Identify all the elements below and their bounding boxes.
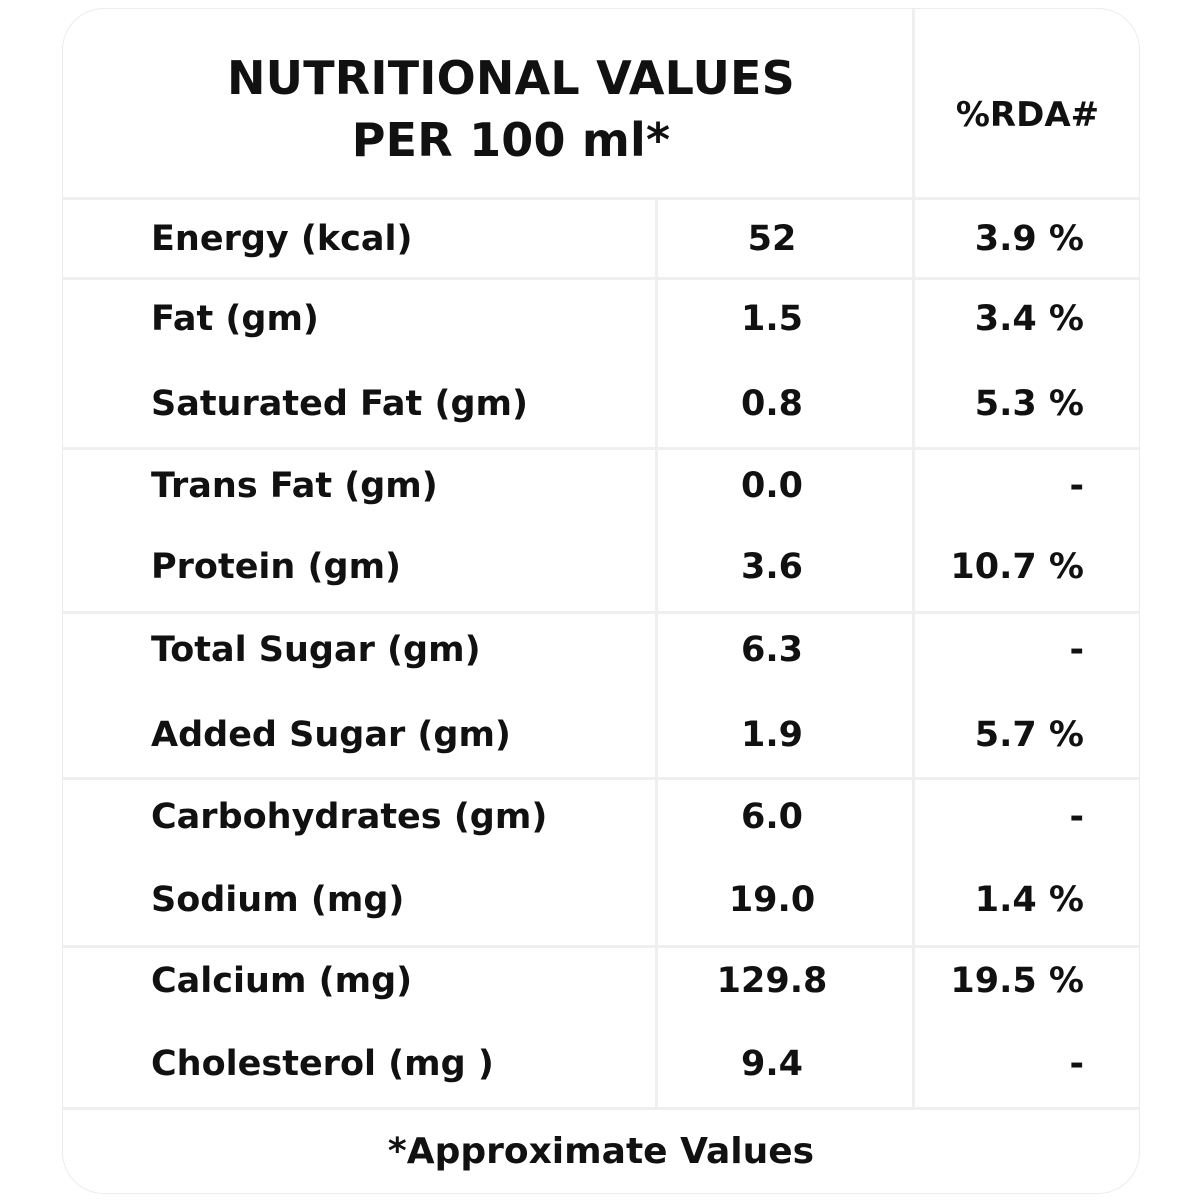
column-divider — [655, 197, 658, 1107]
row-divider — [63, 447, 1139, 450]
nutrient-name: Sodium (mg) — [151, 880, 405, 920]
nutrient-rda: 1.4 % — [974, 880, 1084, 920]
nutrient-rda: 10.7 % — [950, 547, 1084, 587]
nutrient-value: 9.4 — [740, 1044, 803, 1084]
nutrient-name: Protein (gm) — [151, 547, 402, 587]
nutrient-rda: - — [1069, 630, 1084, 670]
table-row: Carbohydrates (gm) 6.0 - — [63, 792, 1139, 842]
nutrient-name: Cholesterol (mg ) — [151, 1044, 494, 1084]
title-line-1: NUTRITIONAL VALUES — [226, 51, 796, 105]
header-divider — [63, 197, 1139, 200]
table-row: Saturated Fat (gm) 0.8 5.3 % — [63, 379, 1139, 429]
nutrient-value: 129.8 — [716, 961, 828, 1001]
nutrient-name: Fat (gm) — [151, 299, 319, 339]
table-row: Added Sugar (gm) 1.9 5.7 % — [63, 710, 1139, 760]
table-row: Protein (gm) 3.6 10.7 % — [63, 542, 1139, 592]
row-divider — [63, 777, 1139, 780]
row-divider — [63, 611, 1139, 614]
table-row: Calcium (mg) 129.8 19.5 % — [63, 956, 1139, 1006]
column-divider — [912, 9, 915, 1107]
nutrient-name: Total Sugar (gm) — [151, 630, 481, 670]
nutrition-table: NUTRITIONAL VALUES PER 100 ml* %RDA# Ene… — [62, 8, 1140, 1194]
nutrient-rda: 3.9 % — [974, 219, 1084, 259]
title-line-2: PER 100 ml* — [351, 113, 671, 167]
nutrient-name: Saturated Fat (gm) — [151, 384, 528, 424]
nutrient-name: Carbohydrates (gm) — [151, 797, 548, 837]
nutrient-value: 6.0 — [740, 797, 803, 837]
table-row: Total Sugar (gm) 6.3 - — [63, 625, 1139, 675]
nutrient-value: 1.9 — [740, 715, 803, 755]
nutrient-rda: 5.3 % — [974, 384, 1084, 424]
footnote: *Approximate Values — [387, 1131, 815, 1172]
nutrient-value: 52 — [747, 219, 797, 259]
rda-column-header: %RDA# — [955, 95, 1100, 135]
nutrient-value: 6.3 — [740, 630, 803, 670]
row-divider — [63, 945, 1139, 948]
nutrient-value: 3.6 — [740, 547, 803, 587]
footer-divider — [63, 1107, 1139, 1110]
nutrient-name: Added Sugar (gm) — [151, 715, 511, 755]
table-row: Fat (gm) 1.5 3.4 % — [63, 294, 1139, 344]
nutrient-value: 19.0 — [728, 880, 816, 920]
table-title: NUTRITIONAL VALUES PER 100 ml* — [151, 47, 871, 171]
nutrient-rda: - — [1069, 797, 1084, 837]
nutrient-name: Calcium (mg) — [151, 961, 413, 1001]
table-row: Energy (kcal) 52 3.9 % — [63, 214, 1139, 264]
nutrient-rda: - — [1069, 466, 1084, 506]
table-row: Cholesterol (mg ) 9.4 - — [63, 1039, 1139, 1089]
nutrient-rda: 19.5 % — [950, 961, 1084, 1001]
table-row: Trans Fat (gm) 0.0 - — [63, 461, 1139, 511]
nutrient-rda: - — [1069, 1044, 1084, 1084]
nutrient-name: Energy (kcal) — [151, 219, 413, 259]
nutrient-rda: 5.7 % — [974, 715, 1084, 755]
row-divider — [63, 277, 1139, 280]
table-row: Sodium (mg) 19.0 1.4 % — [63, 875, 1139, 925]
nutrient-value: 0.8 — [740, 384, 803, 424]
nutrient-value: 1.5 — [740, 299, 803, 339]
nutrient-name: Trans Fat (gm) — [151, 466, 438, 506]
nutrient-value: 0.0 — [740, 466, 803, 506]
nutrient-rda: 3.4 % — [974, 299, 1084, 339]
